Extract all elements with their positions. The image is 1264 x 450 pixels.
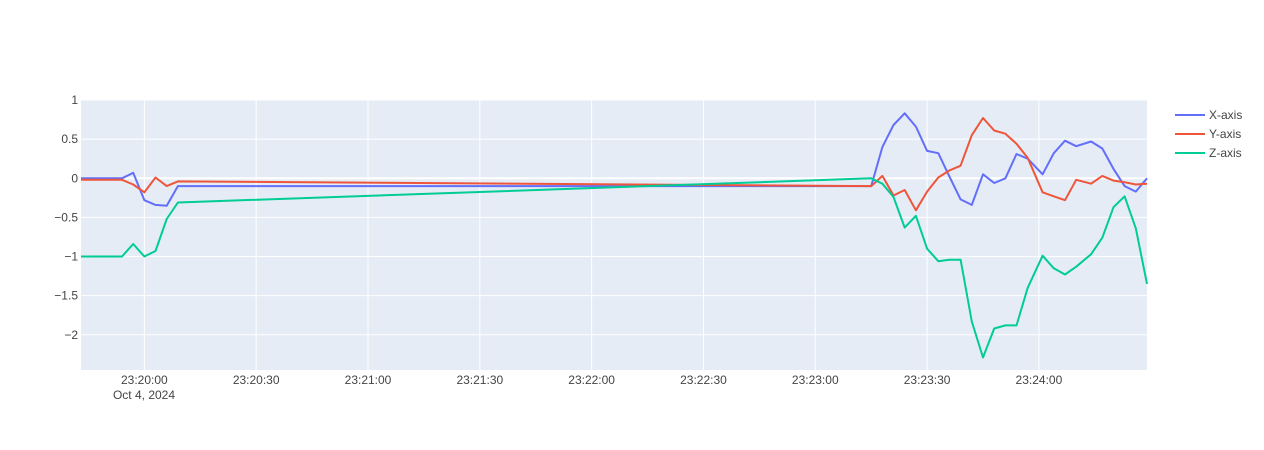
x-axis-date-label: Oct 4, 2024 <box>113 388 175 402</box>
y-tick-label: −0.5 <box>54 210 78 224</box>
legend-label: Z-axis <box>1209 146 1242 160</box>
grid-lines <box>81 99 1147 370</box>
x-tick-label: 23:20:30 <box>233 373 280 387</box>
series-lines <box>81 112 1148 359</box>
x-tick-label: 23:22:00 <box>568 373 615 387</box>
y-tick-label: 1 <box>71 93 78 107</box>
x-axis-ticks: Oct 4, 2024 23:20:00 23:20:30 23:21:00 23:2… <box>113 373 1063 402</box>
x-tick-label: 23:21:30 <box>456 373 503 387</box>
series-line-z-axis <box>81 177 1148 359</box>
x-tick-label: 23:21:00 <box>345 373 392 387</box>
y-tick-label: 0 <box>71 171 78 185</box>
x-tick-label: 23:22:30 <box>680 373 727 387</box>
y-tick-label: −1.5 <box>54 289 78 303</box>
x-tick-label: 23:23:30 <box>904 373 951 387</box>
x-tick-label: 23:24:00 <box>1016 373 1063 387</box>
series-line-y-axis <box>81 117 1148 212</box>
legend-label: X-axis <box>1209 108 1242 122</box>
series-line-x-axis <box>81 112 1148 207</box>
x-tick-label: 23:23:00 <box>792 373 839 387</box>
legend-label: Y-axis <box>1209 127 1241 141</box>
y-tick-label: −1 <box>64 250 78 264</box>
plot-background <box>81 100 1147 370</box>
x-tick-label: 23:20:00 <box>121 373 168 387</box>
y-axis-ticks: 1 0.5 0 −0.5 −1 −1.5 −2 <box>54 93 78 342</box>
y-tick-label: −2 <box>64 328 78 342</box>
legend: X-axis Y-axis Z-axis <box>1175 108 1242 160</box>
y-tick-label: 0.5 <box>61 132 78 146</box>
